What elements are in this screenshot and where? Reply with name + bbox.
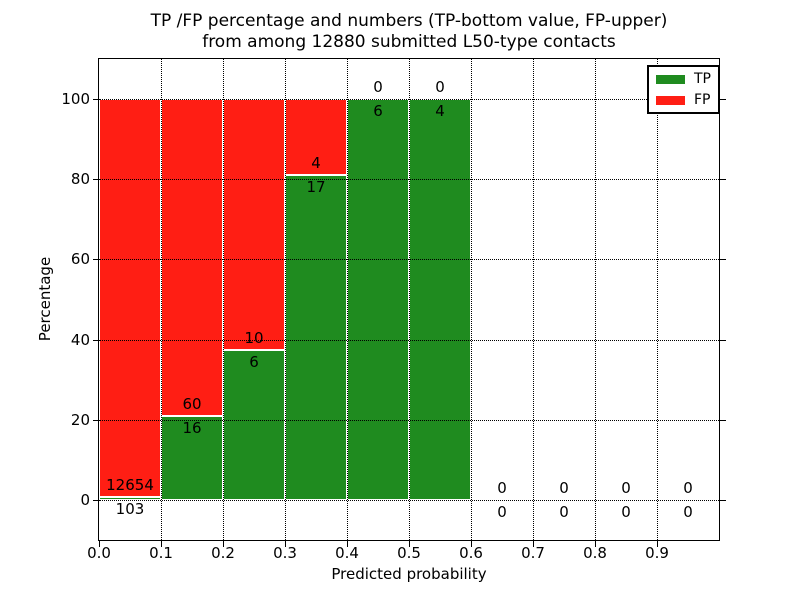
y-tick-mark-left: [93, 259, 99, 261]
x-tick-label: 0.3: [273, 544, 297, 562]
y-tick-mark-right: [720, 99, 726, 101]
fp-count-label: 60: [182, 394, 202, 413]
gridline-vertical: [471, 59, 472, 540]
y-tick-mark-right: [720, 499, 726, 501]
x-tick-label: 0.0: [87, 544, 111, 562]
x-tick-label: 0.5: [397, 544, 421, 562]
x-tick-mark: [285, 541, 286, 547]
x-tick-label: 0.4: [335, 544, 359, 562]
y-tick-mark-left: [93, 179, 99, 181]
tp-count-label: 0: [621, 502, 631, 521]
plot-area: 12654 103 60 16 10 6 4 17 0 6 0 4 0 0 0 0 0 0 0 0: [98, 58, 720, 541]
tp-count-label: 0: [559, 502, 569, 521]
fp-count-label: 0: [621, 478, 631, 497]
x-tick-mark: [533, 541, 534, 547]
gridline-vertical: [285, 59, 286, 540]
y-tick-label: 80: [70, 170, 90, 189]
fp-bar-segment: [285, 99, 347, 176]
tp-count-label: 16: [182, 418, 202, 437]
x-tick-label: 0.2: [211, 544, 235, 562]
x-tick-mark: [409, 541, 410, 547]
fp-count-label: 0: [559, 478, 569, 497]
tp-legend-swatch: [656, 74, 685, 84]
fp-count-label: 10: [244, 328, 264, 347]
tp-count-label: 6: [249, 352, 259, 371]
y-tick-mark-left: [93, 499, 99, 501]
fp-bar-segment: [99, 99, 161, 497]
chart-title-line2: from among 12880 submitted L50-type cont…: [202, 32, 616, 52]
y-tick-label: 60: [70, 250, 90, 269]
fp-legend-swatch: [656, 95, 685, 105]
x-tick-label: 0.6: [459, 544, 483, 562]
tp-bar-segment: [347, 99, 409, 500]
fp-count-label: 0: [373, 78, 383, 97]
x-tick-label: 0.1: [149, 544, 173, 562]
x-tick-mark: [595, 541, 596, 547]
y-tick-mark-right: [720, 179, 726, 181]
tp-count-label: 103: [115, 499, 145, 518]
y-tick-mark-left: [93, 339, 99, 341]
tp-bar-segment: [285, 175, 347, 500]
gridline-vertical: [533, 59, 534, 540]
bars-layer: [99, 59, 719, 540]
tp-bar-segment: [99, 496, 161, 500]
tp-count-label: 0: [497, 502, 507, 521]
legend: TP FP: [647, 65, 720, 114]
x-tick-mark: [471, 541, 472, 547]
legend-row-fp: FP: [656, 93, 711, 107]
fp-count-label: 0: [497, 478, 507, 497]
fp-legend-label: FP: [694, 92, 711, 108]
x-tick-mark: [223, 541, 224, 547]
chart-title: TP /FP percentage and numbers (TP-bottom…: [99, 11, 719, 53]
x-tick-label: 0.7: [521, 544, 545, 562]
y-tick-mark-left: [93, 99, 99, 101]
y-tick-mark-right: [720, 339, 726, 341]
tp-bar-segment: [223, 349, 285, 500]
fp-count-label: 0: [683, 478, 693, 497]
fp-count-label: 4: [311, 154, 321, 173]
tp-count-label: 6: [373, 102, 383, 121]
y-tick-label: 40: [70, 330, 90, 349]
fp-count-label: 0: [435, 78, 445, 97]
tp-bar-segment: [409, 99, 471, 500]
x-tick-label: 0.9: [645, 544, 669, 562]
tp-count-label: 0: [683, 502, 693, 521]
x-tick-mark: [657, 541, 658, 547]
fp-bar-segment: [161, 99, 223, 416]
y-tick-label: 20: [70, 410, 90, 429]
x-tick-label: 0.8: [583, 544, 607, 562]
gridline-vertical: [657, 59, 658, 540]
gridline-vertical: [223, 59, 224, 540]
y-axis-label: Percentage: [36, 256, 54, 342]
grid-layer: [99, 59, 719, 540]
x-tick-mark: [347, 541, 348, 547]
legend-row-tp: TP: [656, 72, 711, 86]
y-tick-label: 100: [61, 90, 90, 109]
x-tick-mark: [99, 541, 100, 547]
x-axis-label: Predicted probability: [331, 565, 487, 583]
y-tick-label: 0: [80, 490, 90, 509]
tp-legend-label: TP: [694, 71, 711, 87]
gridline-vertical: [347, 59, 348, 540]
fp-count-label: 12654: [106, 475, 154, 494]
chart-title-line1: TP /FP percentage and numbers (TP-bottom…: [150, 11, 668, 31]
gridline-vertical: [409, 59, 410, 540]
tp-count-label: 4: [435, 102, 445, 121]
gridline-vertical: [161, 59, 162, 540]
tp-count-label: 17: [306, 178, 326, 197]
y-tick-mark-right: [720, 419, 726, 421]
y-tick-mark-right: [720, 259, 726, 261]
y-tick-mark-left: [93, 419, 99, 421]
annotations-layer: 12654 103 60 16 10 6 4 17 0 6 0 4 0 0 0 0 0 0 0 0: [99, 59, 719, 540]
x-tick-mark: [161, 541, 162, 547]
gridline-vertical: [595, 59, 596, 540]
